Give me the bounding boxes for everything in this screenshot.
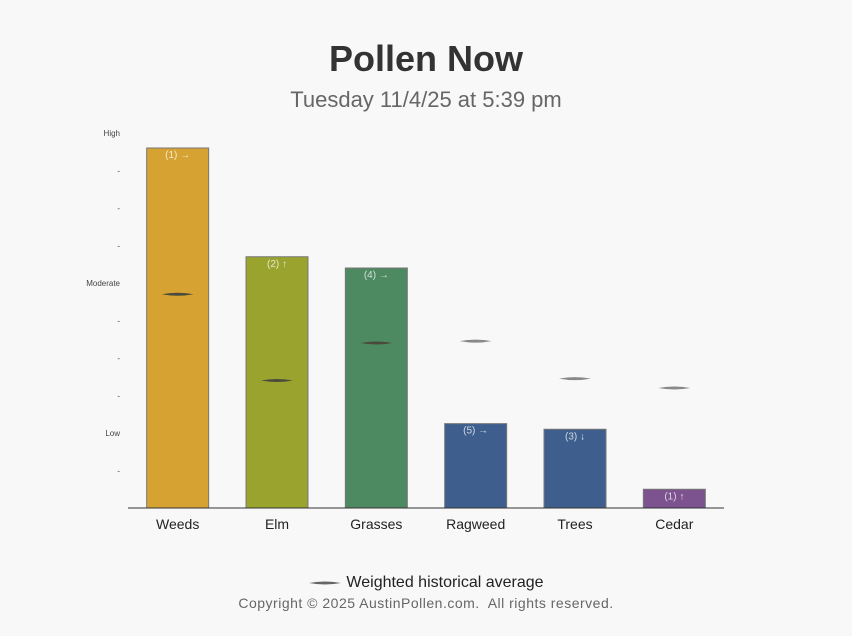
historical-average-marker — [261, 379, 293, 382]
y-tick-label: High — [104, 129, 120, 138]
y-tick-label: - — [117, 167, 120, 176]
x-tick-label: Ragweed — [446, 516, 505, 532]
page-title: Pollen Now — [328, 38, 523, 79]
x-tick-label: Trees — [557, 516, 592, 532]
bar-label: (3) ↓ — [565, 431, 585, 442]
bar-label: (5) → — [463, 426, 488, 437]
historical-average-marker — [559, 377, 591, 381]
bar-label: (1) ↑ — [664, 491, 684, 502]
x-tick-label: Grasses — [350, 516, 402, 532]
historical-average-marker — [658, 386, 691, 390]
y-tick-label: Moderate — [86, 279, 120, 288]
copyright-notice: Copyright © 2025 AustinPollen.com. All r… — [238, 595, 614, 611]
historical-average-marker — [459, 339, 492, 343]
historical-average-marker — [161, 292, 194, 296]
bar-elm — [245, 256, 309, 509]
y-tick-label: - — [117, 392, 120, 401]
bar-ragweed — [444, 423, 508, 509]
x-tick-label: Cedar — [655, 516, 693, 532]
y-tick-label: - — [117, 354, 120, 363]
legend-label: Weighted historical average — [346, 574, 544, 591]
y-tick-label: - — [117, 204, 120, 213]
chart-legend: Weighted historical average — [0, 574, 852, 592]
bar-label: (1) → — [165, 150, 190, 161]
bar-trees — [543, 428, 607, 509]
pollen-bar-chart: High - - - Moderate - - - Low - (1) → Weeds (2) ↑ Elm… — [86, 129, 724, 532]
page-subtitle: Tuesday 11/4/25 at 5:39 pm — [290, 87, 562, 112]
y-tick-label: - — [117, 467, 120, 476]
bar-label: (4) → — [364, 270, 389, 281]
y-tick-label: - — [117, 317, 120, 326]
historical-average-legend-icon — [309, 581, 342, 585]
x-tick-label: Weeds — [156, 516, 199, 532]
historical-average-marker — [360, 341, 393, 345]
y-tick-label: Low — [105, 429, 120, 438]
y-tick-label: - — [117, 242, 120, 251]
bar-grasses — [344, 267, 408, 509]
bar-weeds — [146, 147, 210, 509]
bar-label: (2) ↑ — [267, 259, 287, 270]
x-tick-label: Elm — [265, 516, 289, 532]
